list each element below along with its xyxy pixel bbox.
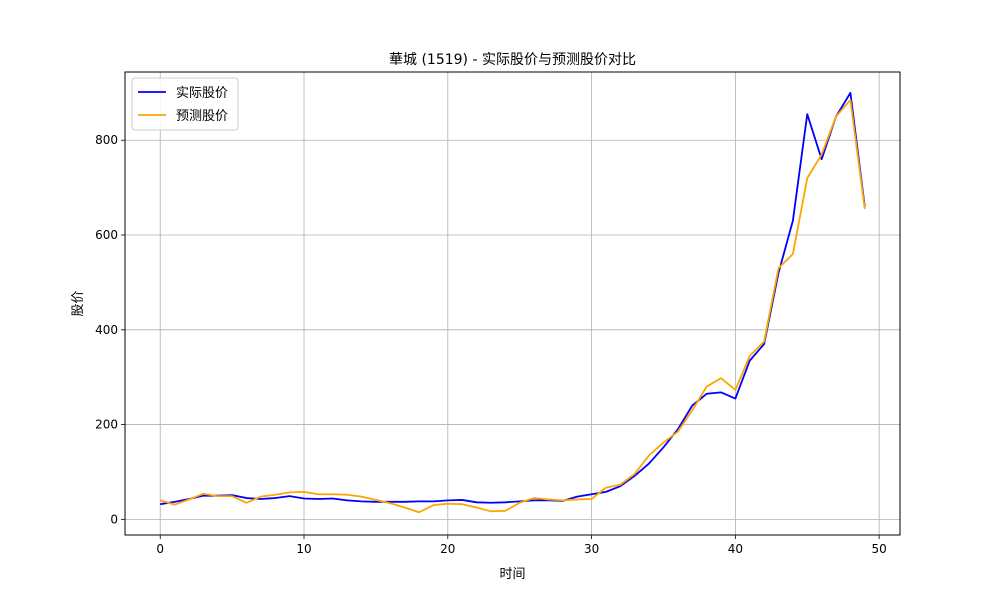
predicted-price-line (159, 99, 866, 514)
x-tick-label: 20 (440, 542, 455, 556)
legend-label-predicted: 预测股价 (176, 109, 228, 124)
y-tick-label: 800 (95, 133, 118, 147)
y-tick-label: 400 (95, 323, 118, 337)
legend: 实际股价 预测股价 (131, 77, 239, 131)
x-tick-label: 40 (728, 542, 743, 556)
legend-box (131, 77, 239, 131)
axis-ticks: 0 10 20 30 40 50 0 200 400 600 800 (95, 133, 887, 556)
chart-title: 華城 (1519) - 实际股价与预测股价对比 (389, 52, 636, 68)
x-tick-label: 0 (156, 542, 164, 556)
grid (125, 72, 900, 535)
series-layer (159, 91, 866, 514)
x-tick-label: 50 (872, 542, 887, 556)
y-tick-label: 200 (95, 418, 118, 432)
legend-label-actual: 实际股价 (176, 86, 228, 101)
actual-price-line (160, 91, 866, 506)
x-tick-label: 30 (584, 542, 599, 556)
y-axis-label: 股价 (71, 290, 86, 316)
x-tick-label: 10 (296, 542, 311, 556)
y-tick-label: 600 (95, 228, 118, 242)
x-axis-label: 时间 (499, 567, 525, 582)
plot-frame (124, 71, 901, 536)
y-tick-label: 0 (110, 512, 118, 526)
